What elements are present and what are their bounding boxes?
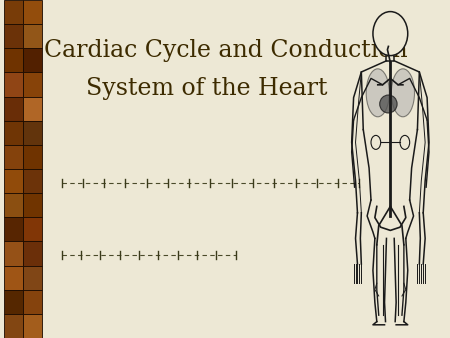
Bar — [23, 217, 42, 241]
Bar — [23, 266, 42, 290]
Bar — [23, 97, 42, 121]
Bar — [23, 145, 42, 169]
Bar — [23, 169, 42, 193]
Bar — [23, 72, 42, 97]
Bar — [4, 0, 23, 24]
Bar — [4, 169, 23, 193]
Bar — [4, 241, 23, 266]
Ellipse shape — [366, 69, 389, 117]
Bar — [4, 314, 23, 338]
Bar — [4, 266, 23, 290]
Bar — [23, 314, 42, 338]
Bar — [23, 0, 42, 24]
Bar — [4, 145, 23, 169]
Bar — [23, 241, 42, 266]
Bar — [23, 24, 42, 48]
Ellipse shape — [380, 95, 397, 113]
Ellipse shape — [392, 69, 414, 117]
Bar — [4, 290, 23, 314]
Text: Cardiac Cycle and Conduction: Cardiac Cycle and Conduction — [44, 39, 408, 62]
Ellipse shape — [373, 11, 408, 55]
Text: System of the Heart: System of the Heart — [86, 76, 327, 99]
Bar — [23, 121, 42, 145]
Bar — [4, 121, 23, 145]
Bar — [4, 97, 23, 121]
Bar — [23, 193, 42, 217]
Bar — [23, 290, 42, 314]
Bar — [23, 48, 42, 72]
Bar — [4, 72, 23, 97]
Bar — [4, 193, 23, 217]
Bar — [4, 24, 23, 48]
Bar — [4, 217, 23, 241]
Bar — [4, 48, 23, 72]
